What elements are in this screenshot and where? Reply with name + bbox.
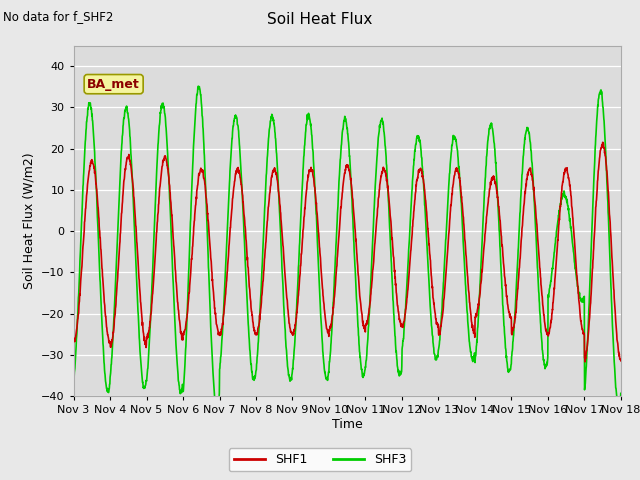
- SHF3: [195, 84, 202, 89]
- Line: SHF3: SHF3: [74, 86, 621, 411]
- SHF3: [214, 408, 221, 414]
- Line: SHF1: SHF1: [74, 142, 621, 362]
- SHF3: [584, 327, 592, 333]
- Y-axis label: Soil Heat Flux (W/m2): Soil Heat Flux (W/m2): [22, 153, 35, 289]
- SHF3: [376, 128, 383, 134]
- SHF3: [223, 241, 230, 247]
- SHF1: [568, 210, 576, 216]
- SHF1: [584, 337, 592, 343]
- SHF3: [70, 380, 77, 386]
- X-axis label: Time: Time: [332, 418, 363, 431]
- SHF1: [363, 320, 371, 326]
- SHF3: [364, 342, 371, 348]
- SHF1: [70, 337, 77, 343]
- SHF1: [581, 359, 589, 365]
- SHF3: [617, 391, 625, 396]
- SHF1: [506, 311, 514, 317]
- SHF3: [569, 244, 577, 250]
- Text: No data for f_SHF2: No data for f_SHF2: [3, 10, 113, 23]
- Text: BA_met: BA_met: [87, 78, 140, 91]
- SHF1: [599, 139, 607, 145]
- Legend: SHF1, SHF3: SHF1, SHF3: [229, 448, 411, 471]
- SHF1: [222, 284, 230, 290]
- Text: Soil Heat Flux: Soil Heat Flux: [268, 12, 372, 27]
- SHF3: [507, 367, 515, 372]
- SHF1: [617, 358, 625, 364]
- SHF1: [375, 194, 383, 200]
